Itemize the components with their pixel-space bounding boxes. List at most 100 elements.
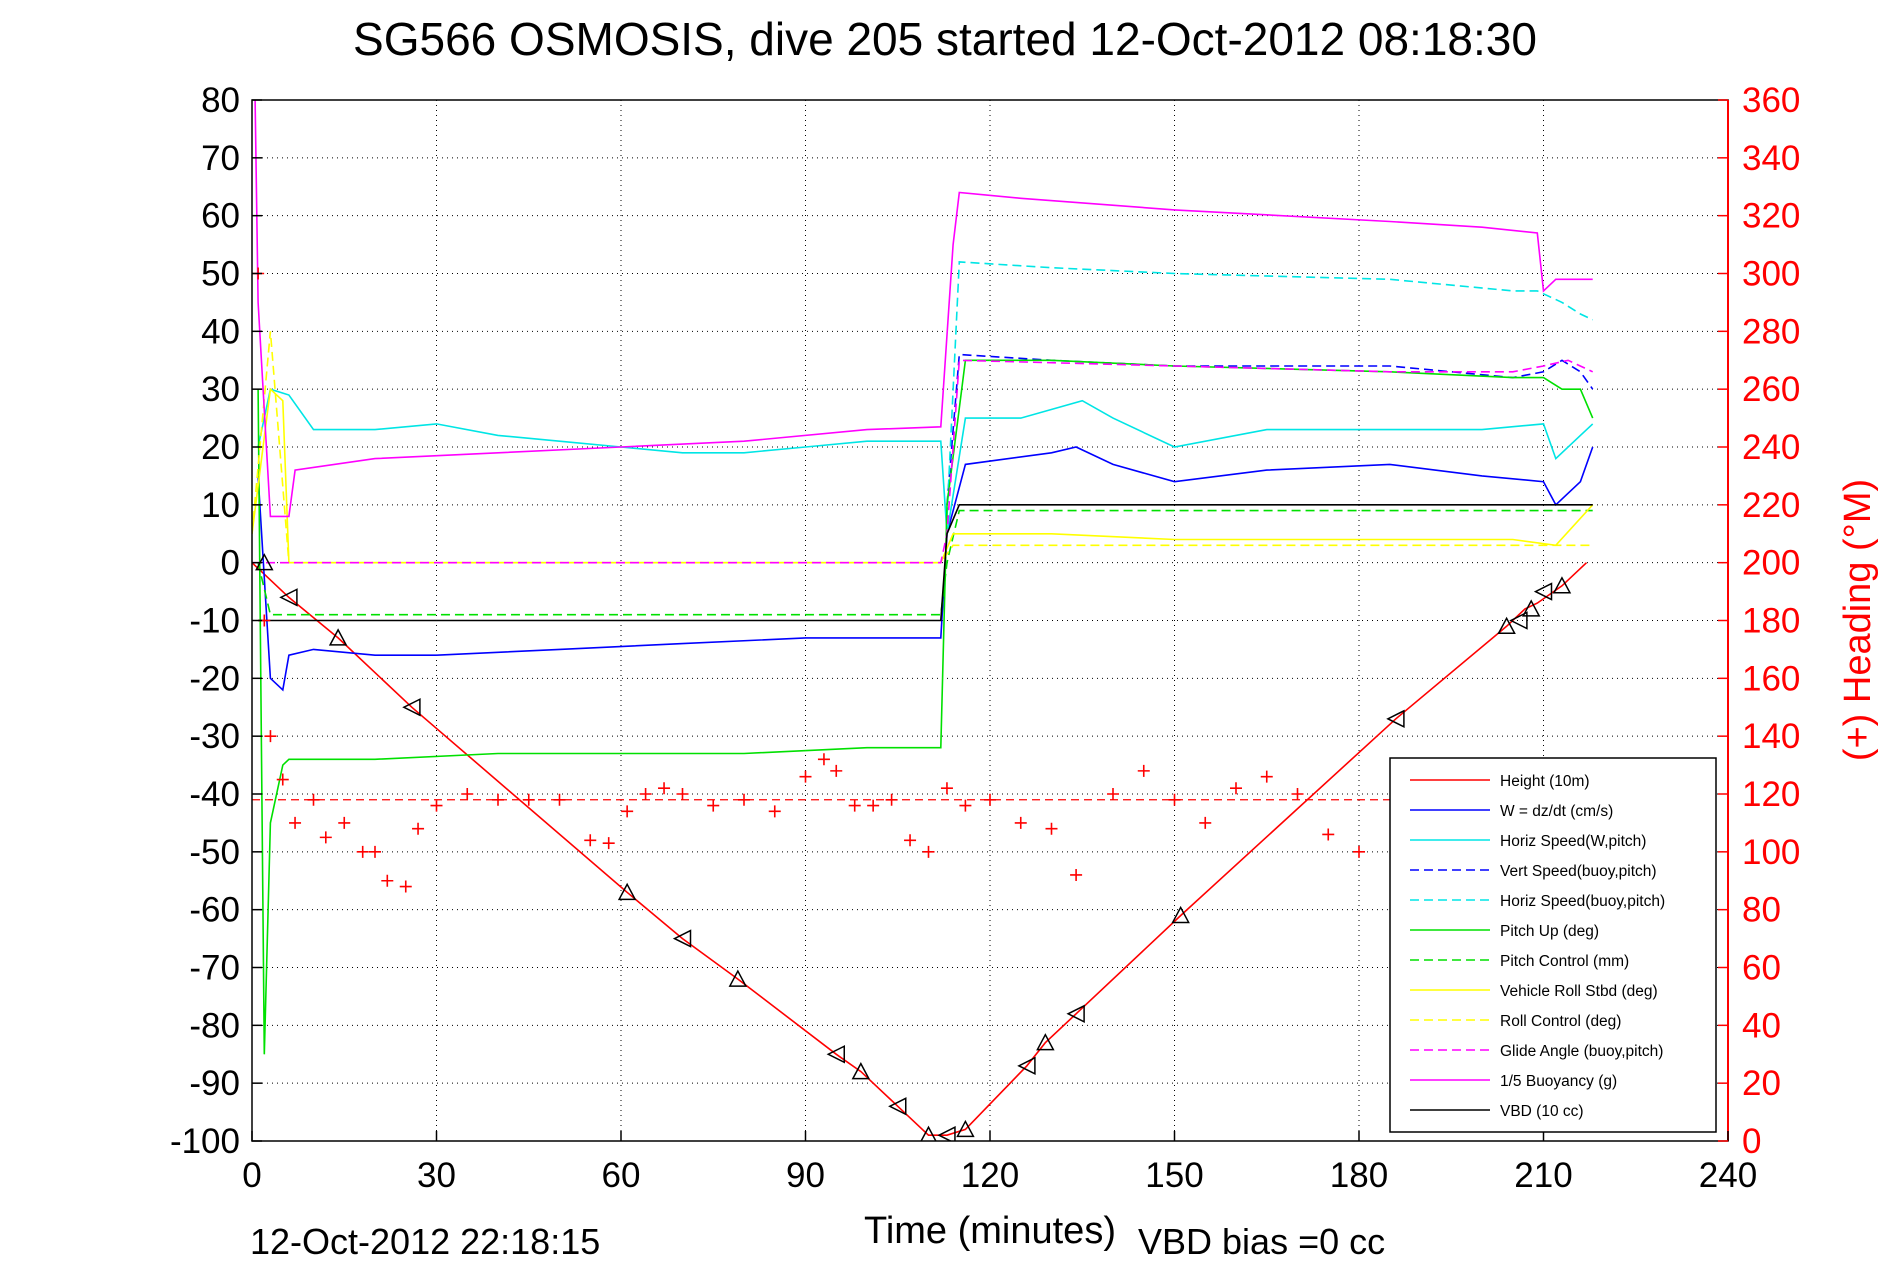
- y-left-tick-label: -80: [189, 1006, 240, 1045]
- height-marker: [672, 929, 692, 948]
- heading-point: [1260, 770, 1273, 783]
- height-marker: [279, 588, 298, 607]
- y-right-tick-label: 280: [1742, 312, 1800, 351]
- y-right-tick-label: 120: [1742, 775, 1800, 814]
- heading-point: [381, 874, 394, 887]
- pitch-up-deg-series: [257, 359, 1594, 1055]
- x-tick-label: 0: [242, 1156, 261, 1195]
- heading-point: [430, 799, 443, 812]
- heading-point: [356, 845, 369, 858]
- y-right-tick-label: 200: [1742, 544, 1800, 583]
- height-10m-series: [252, 562, 1588, 1136]
- y-right-tick-label: 240: [1742, 428, 1800, 467]
- heading-point: [707, 799, 720, 812]
- y-left-tick-label: -40: [189, 775, 240, 814]
- height-marker: [956, 1119, 975, 1138]
- heading-point: [1107, 788, 1119, 800]
- heading-point: [307, 793, 320, 806]
- x-axis: 0 30 60 90 120 150 180 210 240: [242, 1131, 1757, 1195]
- height-marker: [1521, 599, 1541, 617]
- y-right-tick-label: 220: [1742, 486, 1800, 525]
- y-left-tick-label: -50: [189, 833, 240, 872]
- legend-label: VBD (10 cc): [1500, 1103, 1584, 1120]
- height-marker: [1066, 1004, 1085, 1023]
- heading-point: [904, 834, 917, 847]
- y-right-tick-label: 80: [1742, 891, 1781, 930]
- heading-point: [319, 831, 332, 844]
- heading-point: [867, 799, 880, 812]
- heading-point: [959, 799, 972, 812]
- vert-speed-buoy-pitch-series: [946, 353, 1594, 505]
- y-left-tick-label: -10: [189, 602, 240, 641]
- legend-label: Pitch Control (mm): [1500, 953, 1629, 970]
- heading-point: [289, 816, 302, 829]
- x-tick-label: 150: [1145, 1156, 1203, 1195]
- x-tick-label: 180: [1330, 1156, 1388, 1195]
- glide-angle-buoy-pitch-series: [252, 359, 1594, 564]
- heading-point: [621, 805, 634, 818]
- heading-point: [738, 793, 750, 806]
- height-marker: [1036, 1033, 1055, 1051]
- y-left-tick-label: 80: [201, 81, 240, 120]
- heading-point: [602, 837, 615, 850]
- height-marker: [888, 1097, 907, 1116]
- heading-point: [922, 845, 935, 858]
- vehicle-roll-stbd-deg-series: [252, 387, 1594, 564]
- y-left-tick-label: -60: [189, 891, 240, 930]
- heading-point: [584, 834, 597, 847]
- horiz-speed-w-pitch-series: [257, 388, 1594, 534]
- y-right-tick-label: 320: [1742, 197, 1800, 236]
- plot-area: [252, 100, 1594, 1141]
- y-left-tick-label: 20: [201, 428, 240, 467]
- heading-point: [369, 845, 381, 858]
- y-right-tick-label: 20: [1742, 1064, 1781, 1103]
- y-right-tick-label: 140: [1742, 717, 1800, 756]
- horiz-speed-buoy-pitch-series: [946, 261, 1594, 517]
- y-right-tick-label: 260: [1742, 370, 1800, 409]
- height-marker: [402, 698, 421, 717]
- legend-label: Pitch Up (deg): [1500, 923, 1599, 940]
- height-marker: [920, 1125, 937, 1141]
- heading-point: [492, 793, 504, 806]
- x-tick-label: 90: [786, 1156, 825, 1195]
- legend-label: Glide Angle (buoy,pitch): [1500, 1043, 1663, 1060]
- heading-point: [658, 782, 671, 795]
- y-axis-left: 80 70 60 50 40 30 20 10 0 -10 -20 -30 -40 -50 -60 -70 -8…: [170, 81, 262, 1161]
- y-right-tick-label: 40: [1742, 1006, 1781, 1045]
- legend-label: Horiz Speed(buoy,pitch): [1500, 893, 1665, 910]
- vbd-10-cc-series: [258, 503, 1593, 622]
- height-marker: [937, 1126, 956, 1141]
- y-axis-right: 3603403203002802602402202001801601401201…: [1718, 81, 1800, 1161]
- y-right-tick-label: 340: [1742, 139, 1800, 178]
- height-marker: [1509, 611, 1528, 630]
- height-markers: [255, 553, 1572, 1141]
- heading-point: [639, 788, 652, 800]
- x-tick-label: 240: [1699, 1156, 1757, 1195]
- x-axis-label: Time (minutes): [864, 1210, 1116, 1252]
- heading-point: [830, 764, 843, 777]
- legend-label: W = dz/dt (cm/s): [1500, 803, 1613, 820]
- x-tick-label: 60: [602, 1156, 641, 1195]
- heading-point: [522, 793, 535, 806]
- height-marker: [328, 628, 348, 646]
- y-right-tick-label: 60: [1742, 949, 1781, 988]
- y-right-tick-label: 100: [1742, 833, 1800, 872]
- y-left-tick-label: -20: [189, 659, 240, 698]
- y-left-tick-label: 0: [221, 544, 240, 583]
- heading-point: [848, 799, 861, 812]
- heading-point: [1014, 816, 1027, 829]
- heading-point: [1291, 788, 1304, 800]
- height-marker: [1497, 616, 1516, 635]
- y-left-tick-label: -90: [189, 1064, 240, 1103]
- x-tick-label: 30: [417, 1156, 456, 1195]
- height-marker: [1533, 582, 1553, 601]
- y-left-tick-label: 50: [201, 255, 240, 294]
- legend-label: Horiz Speed(W,pitch): [1500, 833, 1646, 850]
- y-right-tick-label: 180: [1742, 602, 1800, 641]
- heading-point: [1070, 868, 1083, 881]
- heading-point: [1353, 845, 1365, 858]
- heading-point: [276, 773, 289, 786]
- y-left-tick-label: 70: [201, 139, 240, 178]
- y-right-tick-label: 0: [1742, 1122, 1761, 1161]
